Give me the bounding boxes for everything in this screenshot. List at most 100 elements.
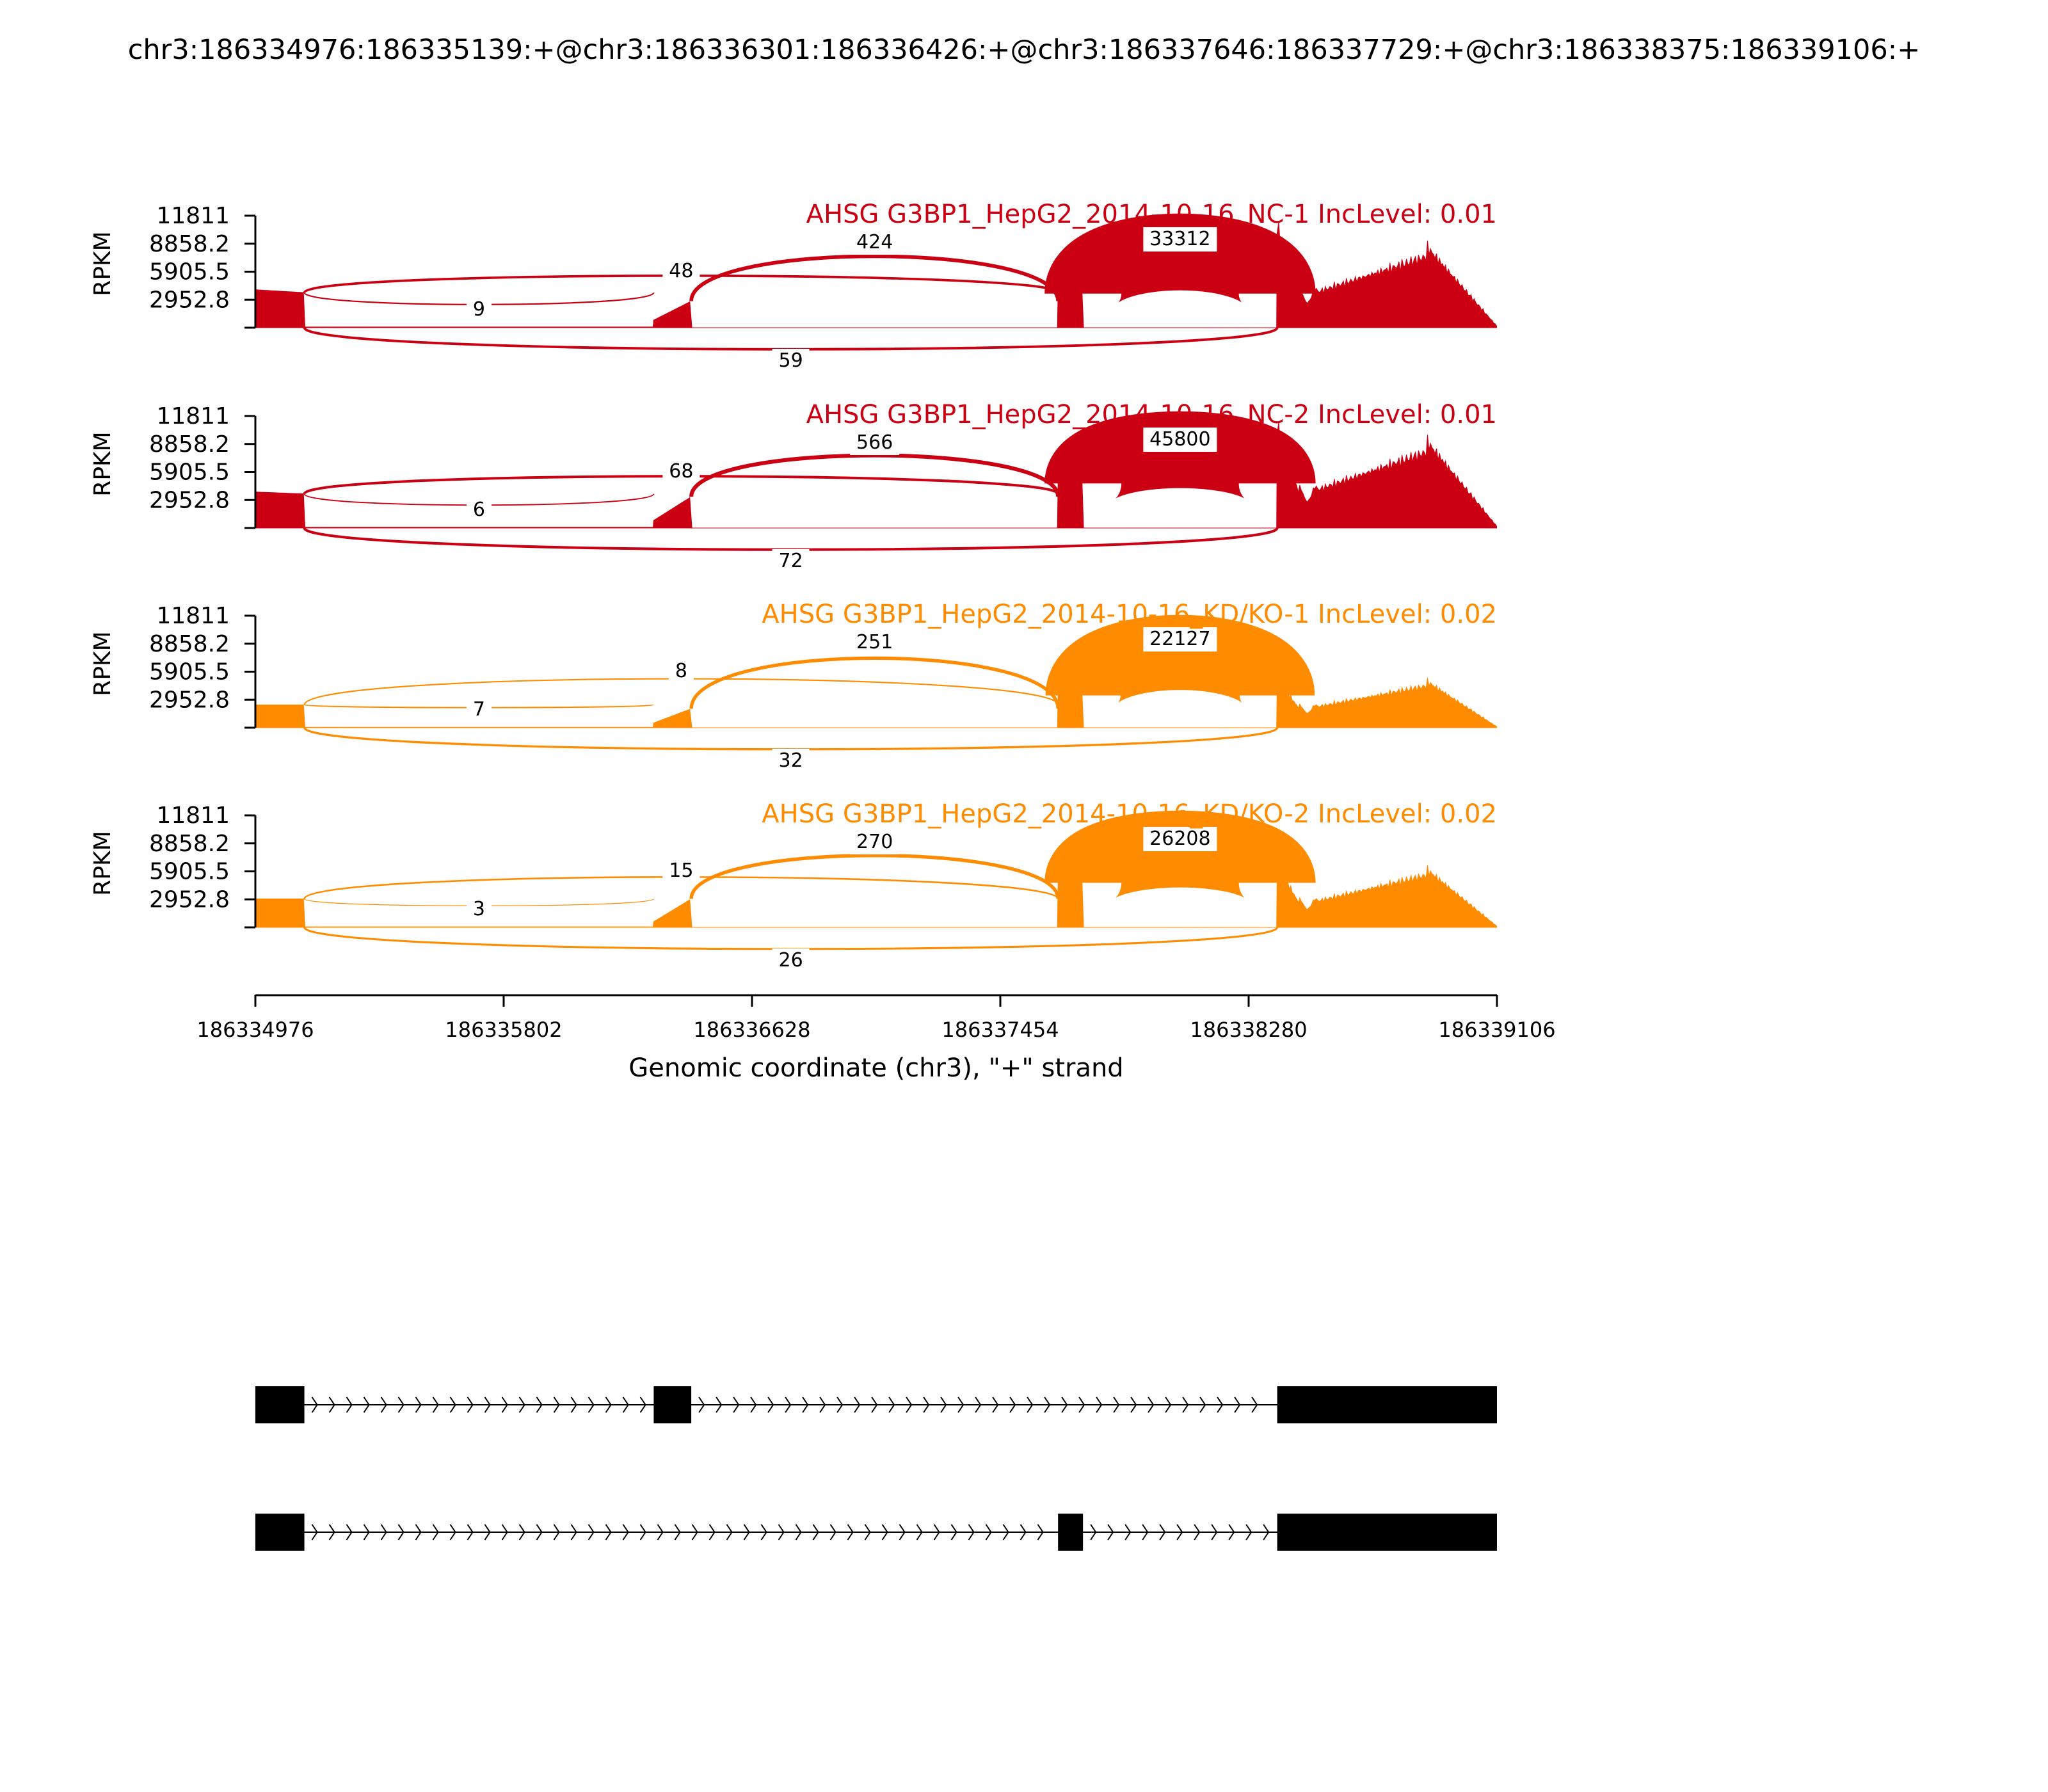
- junction-label-bg: [662, 460, 700, 484]
- y-tick-label: 5905.5: [149, 859, 230, 885]
- x-tick-label: 186337454: [941, 1018, 1059, 1042]
- junction-label-bg: [850, 431, 900, 455]
- junction-label-bg: [850, 230, 900, 255]
- strand-arrow: [415, 1396, 422, 1413]
- strand-arrow: [553, 1524, 560, 1540]
- strand-arrow: [397, 1524, 404, 1540]
- strand-arrow: [708, 1524, 716, 1540]
- strand-arrow: [605, 1524, 612, 1540]
- exon-block: [255, 1386, 305, 1423]
- strand-arrow: [985, 1524, 992, 1540]
- strand-arrow: [467, 1524, 474, 1540]
- x-tick-label: 186335802: [445, 1018, 562, 1042]
- y-tick-label: 11811: [156, 403, 230, 429]
- junction-arc: [303, 926, 1279, 950]
- strand-arrow: [432, 1396, 439, 1413]
- strand-arrow: [1044, 1396, 1051, 1413]
- junction-label-bg: [772, 948, 810, 973]
- coverage-area: [255, 222, 1497, 328]
- junction-label-bg: [662, 859, 700, 883]
- strand-arrow: [1020, 1524, 1027, 1540]
- junction-count-label: 45800: [1149, 428, 1210, 451]
- strand-arrow: [1090, 1524, 1097, 1540]
- exon-block: [653, 1386, 692, 1423]
- strand-arrow: [1027, 1396, 1034, 1413]
- y-tick-label: 8858.2: [149, 231, 230, 257]
- strand-arrow: [518, 1524, 525, 1540]
- junction-arc: [1044, 810, 1316, 900]
- strand-arrow: [449, 1396, 456, 1413]
- junction-label-bg: [1143, 827, 1217, 851]
- strand-arrow: [380, 1524, 387, 1540]
- junction-arc: [303, 326, 1279, 351]
- strand-arrow: [1165, 1396, 1172, 1413]
- strand-arrow: [698, 1396, 705, 1413]
- strand-arrow: [1217, 1396, 1224, 1413]
- isoform-2: [255, 1514, 1497, 1551]
- junction-count-label: 3: [473, 898, 485, 920]
- junction-count-label: 72: [779, 550, 803, 572]
- strand-arrow: [449, 1524, 456, 1540]
- exon-block: [1277, 1514, 1497, 1551]
- junction-count-label: 32: [779, 749, 803, 772]
- strand-arrow: [380, 1396, 387, 1413]
- strand-arrow: [957, 1396, 964, 1413]
- strand-arrow: [415, 1524, 422, 1540]
- strand-arrow: [950, 1524, 957, 1540]
- y-tick-label: 5905.5: [149, 259, 230, 285]
- junction-count-label: 9: [473, 298, 485, 321]
- strand-arrow: [802, 1396, 809, 1413]
- y-tick-label: 11811: [156, 603, 230, 629]
- strand-arrow: [346, 1524, 353, 1540]
- junction-label-bg: [850, 830, 900, 854]
- strand-arrow: [588, 1524, 595, 1540]
- junction-label-bg: [668, 659, 694, 684]
- track-title: AHSG G3BP1_HepG2_2014-10-16_KD/KO-2 IncL…: [762, 799, 1497, 829]
- junction-arc: [1044, 213, 1316, 306]
- strand-arrow: [1107, 1524, 1114, 1540]
- strand-arrow: [432, 1524, 439, 1540]
- y-tick-label: 8858.2: [149, 431, 230, 458]
- junction-arc: [1044, 411, 1316, 501]
- strand-arrow: [1182, 1396, 1189, 1413]
- junction-label-bg: [1143, 227, 1217, 252]
- strand-arrow: [1251, 1396, 1258, 1413]
- strand-arrow: [1002, 1524, 1009, 1540]
- strand-arrow: [767, 1396, 774, 1413]
- strand-arrow: [657, 1524, 664, 1540]
- strand-arrow: [691, 1524, 698, 1540]
- y-tick-label: 8858.2: [149, 631, 230, 657]
- strand-arrow: [906, 1396, 913, 1413]
- strand-arrow: [1245, 1524, 1252, 1540]
- strand-arrow: [501, 1396, 508, 1413]
- y-axis-label: RPKM: [90, 631, 116, 696]
- junction-label-bg: [850, 630, 900, 655]
- strand-arrow: [760, 1524, 767, 1540]
- junction-count-label: 270: [856, 831, 893, 853]
- strand-arrow: [716, 1396, 723, 1413]
- junction-count-label: 68: [669, 460, 693, 483]
- y-tick-label: 8858.2: [149, 831, 230, 857]
- strand-arrow: [605, 1396, 612, 1413]
- x-axis: 186334976 186335802 186336628 186337454 1863…: [196, 994, 1556, 1083]
- strand-arrow: [484, 1396, 491, 1413]
- strand-arrow: [1061, 1396, 1068, 1413]
- strand-arrow: [1078, 1396, 1085, 1413]
- strand-arrow: [536, 1396, 543, 1413]
- strand-arrow: [888, 1396, 895, 1413]
- strand-arrow: [933, 1524, 940, 1540]
- x-axis-ticks: 186334976 186335802 186336628 186337454 1863…: [196, 995, 1556, 1042]
- y-tick-label: 11811: [156, 203, 230, 229]
- strand-arrow: [881, 1524, 888, 1540]
- strand-arrow: [1142, 1524, 1149, 1540]
- strand-arrow: [1211, 1524, 1218, 1540]
- plot-title: chr3:186334976:186335139:+@chr3:18633630…: [128, 34, 1920, 66]
- coverage-area: [255, 422, 1497, 529]
- strand-arrow: [871, 1396, 878, 1413]
- strand-arrow: [847, 1524, 854, 1540]
